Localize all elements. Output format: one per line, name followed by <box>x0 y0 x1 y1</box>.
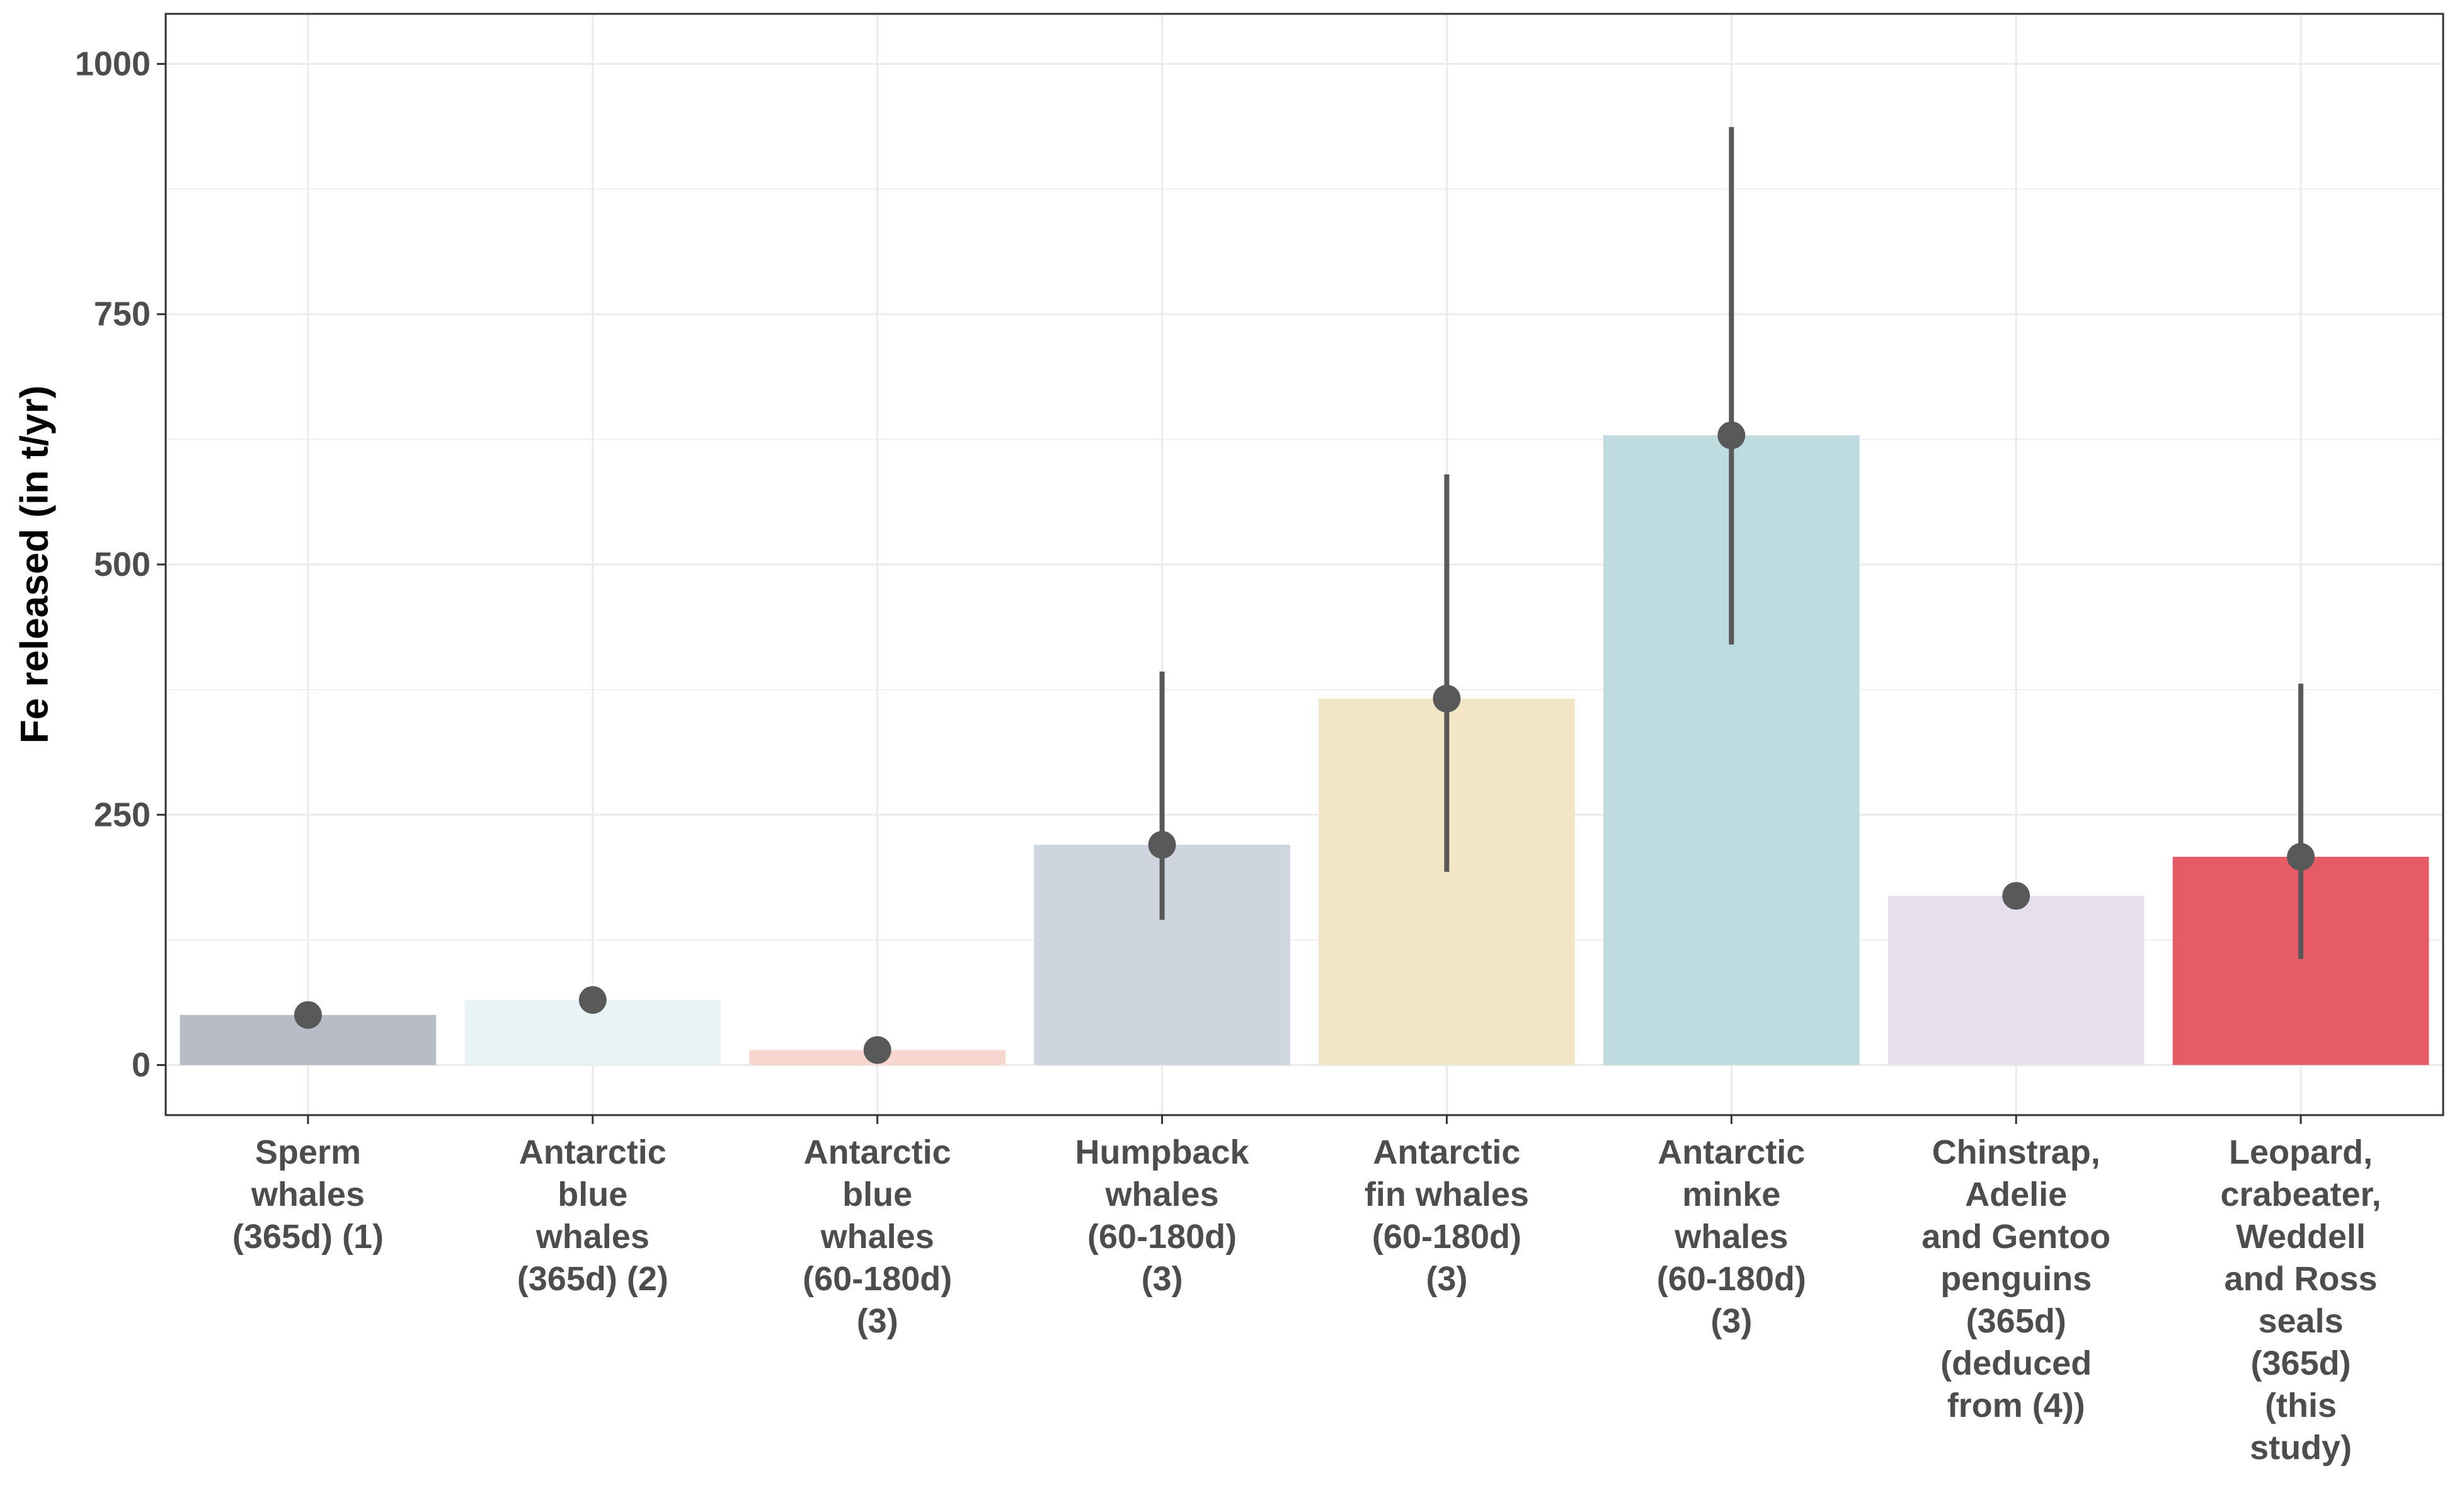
x-tick-label-line: whales <box>251 1176 365 1213</box>
point-2 <box>863 1036 891 1064</box>
x-tick-label-line: Chinstrap, <box>1932 1133 2100 1171</box>
x-tick-label-line: and Gentoo <box>1922 1218 2110 1256</box>
point-3 <box>1148 830 1176 859</box>
x-tick-label-line: (3) <box>1426 1260 1467 1298</box>
y-tick-label-3: 750 <box>94 295 151 333</box>
x-tick-label-line: study) <box>2250 1429 2352 1467</box>
bars-layer <box>180 435 2429 1065</box>
x-axis: Sperm whales (365d) (1) Antarctic blue whales… <box>232 1115 2381 1467</box>
x-tick-label-line: minke <box>1682 1176 1780 1213</box>
x-tick-label-line: Sperm <box>255 1133 361 1171</box>
x-tick-label-line: Leopard, <box>2229 1133 2373 1171</box>
x-tick-label-line: (3) <box>857 1302 898 1340</box>
x-tick-label-line: from (4)) <box>1947 1387 2085 1424</box>
x-tick-label-line: whales <box>820 1218 934 1256</box>
x-tick-label-line: (60-180d) <box>1657 1260 1806 1298</box>
x-tick-label-6: Chinstrap, Adelie and Gentoo penguins (365d)… <box>1922 1133 2110 1424</box>
x-tick-label-1: Antarctic blue whales (365d) (2) <box>517 1133 668 1298</box>
errorbars-layer <box>1159 127 2304 959</box>
x-tick-label-line: Antarctic <box>1658 1133 1805 1171</box>
x-tick-label-line: whales <box>1105 1176 1219 1213</box>
x-tick-label-line: whales <box>536 1218 650 1256</box>
x-tick-label-line: blue <box>558 1176 627 1213</box>
point-0 <box>294 1001 322 1029</box>
y-tick-label-0: 0 <box>132 1046 151 1084</box>
x-tick-label-line: crabeater, <box>2220 1176 2381 1213</box>
y-tick-label-2: 500 <box>94 546 151 583</box>
point-4 <box>1433 684 1461 713</box>
point-1 <box>578 986 607 1014</box>
x-tick-label-line: (365d) <box>2251 1344 2351 1382</box>
x-tick-label-line: and Ross <box>2225 1260 2378 1298</box>
x-tick-label-line: (365d) (1) <box>232 1218 384 1256</box>
x-tick-label-line: penguins <box>1940 1260 2092 1298</box>
x-tick-label-line: Antarctic <box>519 1133 667 1171</box>
x-tick-label-line: (3) <box>1710 1302 1752 1340</box>
x-tick-label-line: seals <box>2258 1302 2343 1340</box>
y-axis-title: Fe released (in t/yr) <box>13 386 57 744</box>
point-6 <box>2002 881 2030 910</box>
x-tick-label-line: (60-180d) <box>803 1260 952 1298</box>
x-tick-label-line: (365d) (2) <box>517 1260 668 1298</box>
x-tick-label-line: (365d) <box>1966 1302 2066 1340</box>
x-tick-label-2: Antarctic blue whales (60-180d) (3) <box>803 1133 952 1340</box>
x-tick-label-4: Antarctic fin whales (60-180d) (3) <box>1365 1133 1529 1298</box>
x-tick-label-line: Adelie <box>1965 1176 2067 1213</box>
x-tick-label-line: (60-180d) <box>1087 1218 1237 1256</box>
y-tick-label-1: 250 <box>94 796 151 833</box>
y-tick-label-4: 1000 <box>75 45 151 83</box>
x-tick-label-line: Weddell <box>2236 1218 2366 1256</box>
x-tick-label-line: Humpback <box>1075 1133 1250 1171</box>
x-tick-label-3: Humpback whales (60-180d) (3) <box>1075 1133 1250 1298</box>
x-tick-label-line: fin whales <box>1365 1176 1529 1213</box>
x-tick-label-line: Antarctic <box>1373 1133 1520 1171</box>
x-tick-label-line: (3) <box>1142 1260 1183 1298</box>
x-tick-label-line: (60-180d) <box>1372 1218 1521 1256</box>
x-tick-label-line: Antarctic <box>804 1133 951 1171</box>
points-layer <box>294 421 2315 1064</box>
bar-6 <box>1887 895 2145 1065</box>
x-tick-label-7: Leopard, crabeater, Weddell and Ross seals (3… <box>2220 1133 2381 1467</box>
point-7 <box>2287 843 2315 871</box>
x-tick-label-line: whales <box>1674 1218 1788 1256</box>
y-axis: 0 250 500 750 1000 <box>75 45 166 1084</box>
x-tick-label-5: Antarctic minke whales (60-180d) (3) <box>1657 1133 1806 1340</box>
x-tick-label-line: (deduced <box>1940 1344 2092 1382</box>
x-tick-label-line: (this <box>2265 1387 2337 1424</box>
x-tick-label-line: blue <box>842 1176 912 1213</box>
point-5 <box>1717 421 1746 450</box>
x-tick-label-0: Sperm whales (365d) (1) <box>232 1133 384 1256</box>
